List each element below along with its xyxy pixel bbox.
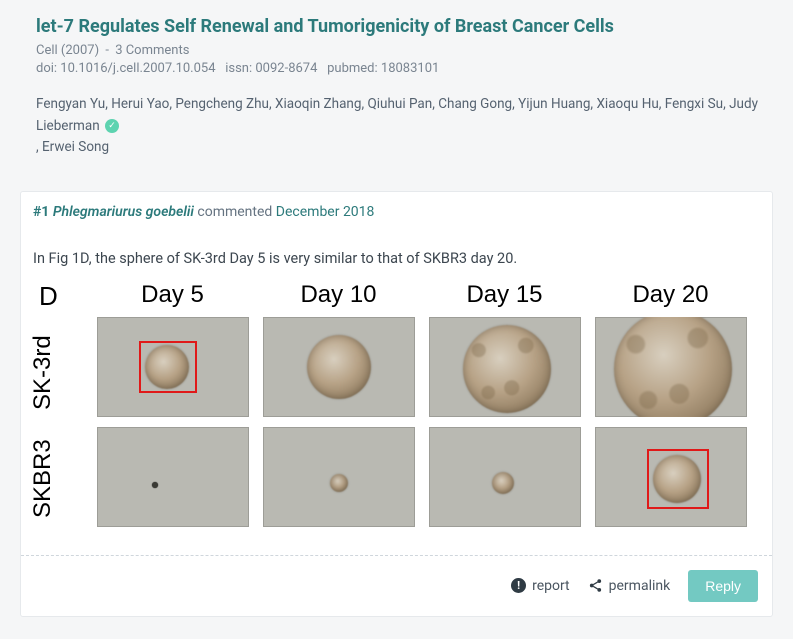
permalink-label: permalink	[609, 578, 671, 594]
permalink-action[interactable]: permalink	[588, 578, 671, 594]
share-icon	[588, 578, 603, 593]
comment-body: In Fig 1D, the sphere of SK-3rd Day 5 is…	[21, 228, 772, 275]
highlight-box	[647, 449, 709, 509]
issn-value: 0092-8674	[255, 61, 317, 76]
figure: DDay 5Day 10Day 15Day 20SK-3rdSKBR3	[33, 277, 735, 537]
col-label: Day 20	[593, 281, 748, 309]
paper-title[interactable]: let-7 Regulates Self Renewal and Tumorig…	[36, 16, 765, 37]
authors-line2: , Erwei Song	[36, 139, 109, 155]
row-label: SK-3rd	[29, 323, 57, 423]
comments-count[interactable]: 3 Comments	[115, 43, 189, 58]
issn-label: issn:	[225, 61, 252, 76]
paper-meta-line2: doi: 10.1016/j.cell.2007.10.054 issn: 00…	[36, 61, 765, 76]
comment-actions: ! report permalink Reply	[21, 556, 772, 616]
doi-value[interactable]: 10.1016/j.cell.2007.10.054	[60, 61, 215, 76]
sphere	[330, 474, 348, 492]
row-label: SKBR3	[29, 429, 57, 529]
authors-line1: Fengyan Yu, Herui Yao, Pengcheng Zhu, Xi…	[36, 96, 758, 134]
col-label: Day 15	[427, 281, 582, 309]
year: (2007)	[61, 43, 99, 58]
sphere	[463, 325, 551, 413]
comment-header: #1 Phlegmariurus goebelii commented Dece…	[21, 192, 772, 228]
sphere	[307, 335, 371, 399]
commented-label: commented	[197, 204, 272, 220]
pubmed-label: pubmed:	[327, 61, 378, 76]
figure-wrap: D Day 5 Day 10 Day 15 Day 20 SK-3rd SKBR3	[21, 275, 772, 547]
comment-card: #1 Phlegmariurus goebelii commented Dece…	[20, 191, 773, 617]
alert-icon: !	[511, 578, 526, 593]
comment-author[interactable]: Phlegmariurus goebelii	[53, 204, 194, 220]
col-label: Day 5	[95, 281, 250, 309]
micrograph	[595, 317, 747, 417]
doi-label: doi:	[36, 61, 57, 76]
pubmed-value[interactable]: 18083101	[381, 61, 439, 76]
micrograph	[263, 427, 415, 527]
authors: Fengyan Yu, Herui Yao, Pengcheng Zhu, Xi…	[36, 94, 765, 159]
paper-header: let-7 Regulates Self Renewal and Tumorig…	[20, 12, 773, 175]
comment-number[interactable]: #1	[33, 204, 49, 220]
report-action[interactable]: ! report	[511, 578, 570, 594]
panel-label: D	[39, 281, 58, 312]
col-label: Day 10	[261, 281, 416, 309]
sphere	[614, 317, 732, 417]
comment-text: In Fig 1D, the sphere of SK-3rd Day 5 is…	[33, 250, 517, 267]
tiny-cell	[152, 482, 158, 488]
highlight-box	[139, 341, 197, 393]
verified-icon: ✓	[105, 119, 119, 133]
comment-date[interactable]: December 2018	[276, 204, 375, 220]
micrograph	[97, 317, 249, 417]
micrograph	[429, 427, 581, 527]
reply-button[interactable]: Reply	[688, 570, 758, 602]
micrograph	[97, 427, 249, 527]
micrograph	[595, 427, 747, 527]
report-label: report	[532, 578, 570, 594]
paper-meta-line1: Cell (2007) - 3 Comments	[36, 43, 765, 58]
micrograph	[263, 317, 415, 417]
micrograph	[429, 317, 581, 417]
sphere	[492, 472, 514, 494]
journal: Cell	[36, 43, 58, 58]
